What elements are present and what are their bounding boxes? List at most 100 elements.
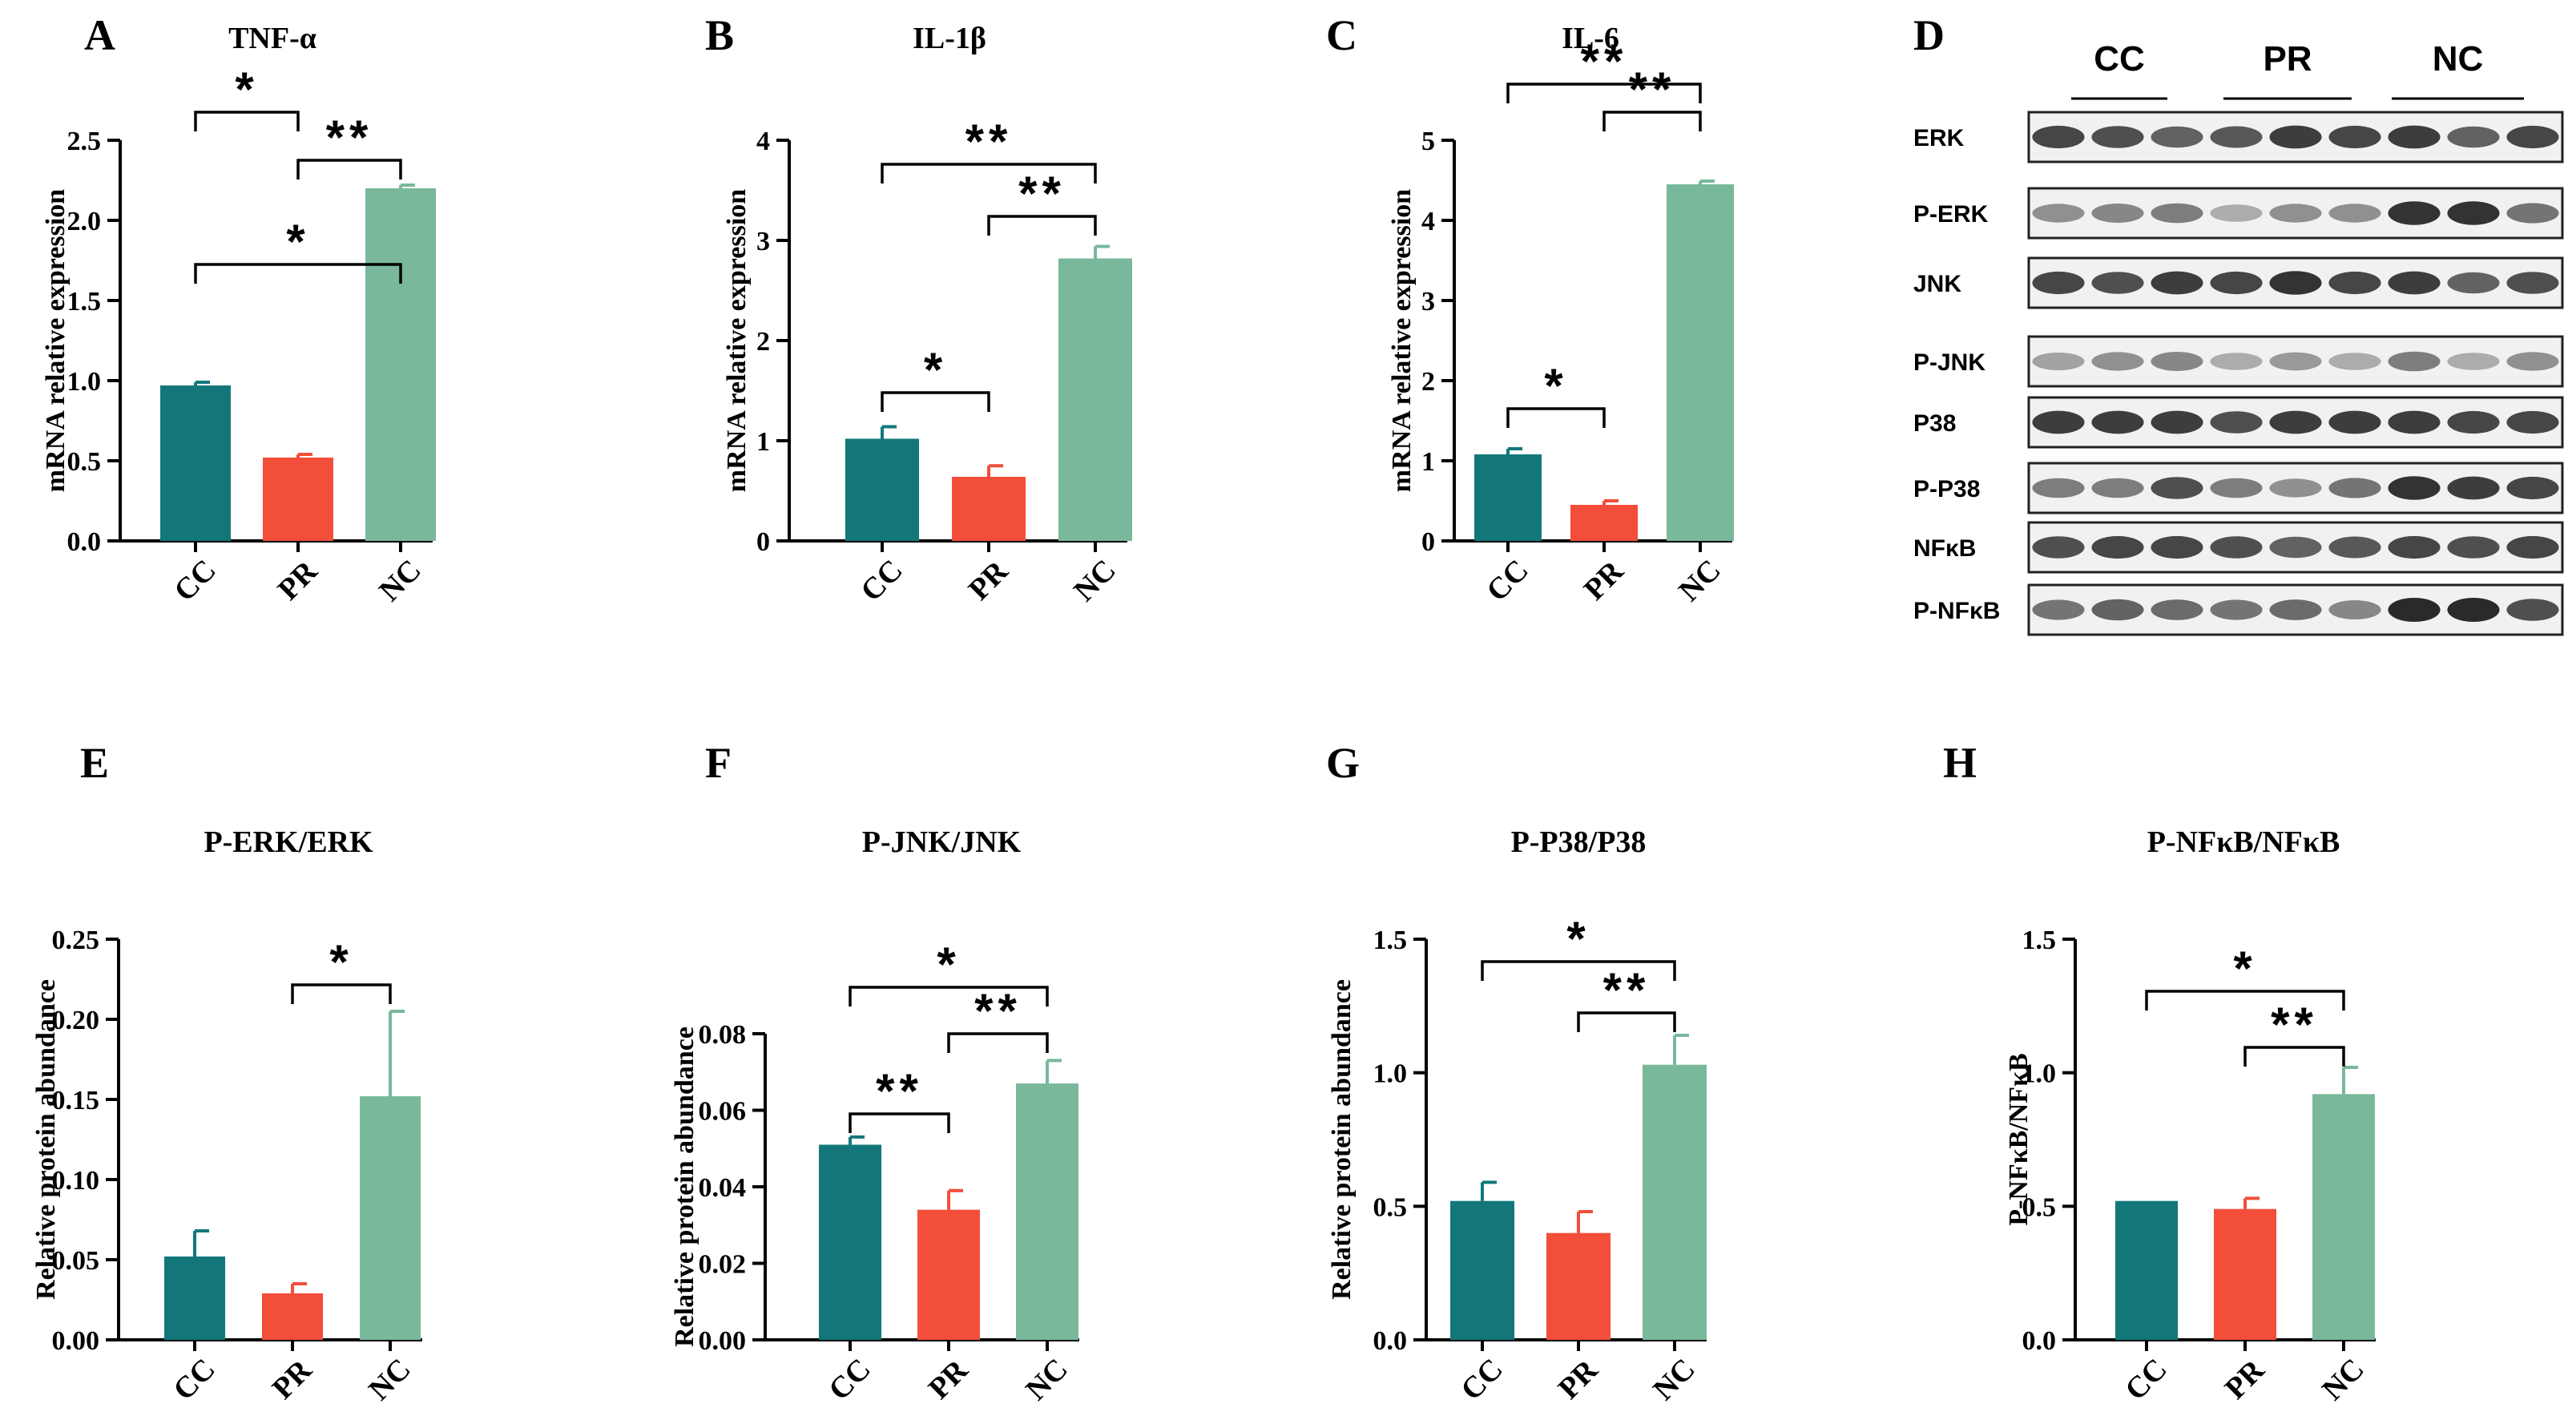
blot-band: [2032, 478, 2085, 498]
x-category-label: CC: [167, 1352, 222, 1407]
bar-charts: A TNF-α 0.0 0.5 1.0 1.5 2.0 2.5 mRNA relative ex…: [31, 11, 2376, 1407]
y-axis-label: Relative protein abundance: [31, 979, 61, 1300]
y-tick-label: 0.0: [2022, 1326, 2057, 1356]
chart-title: P-P38/P38: [1511, 825, 1647, 859]
bar-nc: [1016, 1083, 1078, 1340]
blot-band: [2091, 352, 2144, 371]
x-category-label: NC: [1067, 553, 1123, 608]
panel-label: B: [705, 11, 734, 59]
chart-panel-c: C IL-6 0 1 2 3 4 5 mRNA relative expression CC PR N…: [1326, 11, 1734, 608]
blot-band: [2328, 353, 2381, 370]
blot-band: [2388, 125, 2441, 149]
significance-marker: *: [1566, 912, 1590, 966]
blot-band: [2091, 126, 2144, 148]
blot-band: [2388, 351, 2441, 372]
significance-marker: **: [965, 115, 1013, 168]
blot-band: [2091, 272, 2144, 294]
bar-nc: [365, 188, 436, 541]
blot-band: [2388, 598, 2441, 622]
blot-band: [2210, 536, 2263, 559]
y-tick-label: 0.00: [699, 1326, 747, 1356]
y-axis-label: Relative protein abundance: [670, 1027, 699, 1347]
x-category-label: PR: [272, 554, 325, 607]
bar-cc: [160, 385, 231, 541]
significance-bracket: [849, 1112, 950, 1133]
x-category-label: PR: [2219, 1353, 2272, 1406]
x-category-label: PR: [962, 554, 1015, 607]
y-tick-label: 1.5: [2022, 926, 2057, 955]
blot-band: [2269, 536, 2322, 559]
y-axis-label: mRNA relative expression: [1387, 189, 1417, 492]
blot-band: [2388, 476, 2441, 500]
chart-panel-a: A TNF-α 0.0 0.5 1.0 1.5 2.0 2.5 mRNA relative ex…: [41, 11, 436, 608]
significance-bracket: [194, 263, 402, 284]
x-category-label: PR: [266, 1353, 319, 1406]
x-category-label: NC: [373, 553, 428, 608]
blot-row-label: P-JNK: [1913, 349, 1985, 376]
blot-band: [2506, 476, 2559, 500]
blot-row: P-P38: [1913, 462, 2564, 514]
blot-band: [2210, 599, 2263, 620]
x-category-label: CC: [822, 1352, 877, 1407]
y-tick-label: 0.5: [2022, 1192, 2057, 1222]
blot-band: [2506, 535, 2559, 559]
blot-band: [2151, 477, 2203, 499]
bar-cc: [2115, 1200, 2178, 1340]
blot-group-label: NC: [2433, 39, 2484, 79]
x-category-label: NC: [1647, 1352, 1702, 1407]
blot-band: [2328, 410, 2381, 434]
blot-band: [2210, 353, 2263, 370]
y-tick-label: 4: [756, 127, 770, 156]
blot-band: [2447, 536, 2500, 559]
bar-nc: [1667, 184, 1734, 541]
bar-nc: [1058, 258, 1132, 541]
x-category-label: CC: [1454, 1352, 1510, 1407]
y-tick-label: 1: [756, 427, 770, 457]
x-category-label: CC: [167, 553, 223, 608]
blot-row-label: P-ERK: [1913, 201, 1989, 228]
bar-nc: [2312, 1094, 2375, 1340]
blot-group-label: PR: [2263, 39, 2312, 79]
blot-band: [2210, 478, 2263, 498]
significance-bracket: [1602, 111, 1702, 131]
significance-bracket: [2243, 1046, 2345, 1067]
blot-band: [2506, 410, 2559, 434]
y-tick-label: 4: [1421, 207, 1435, 236]
y-tick-label: 0.25: [52, 926, 100, 955]
bar-pr: [1570, 505, 1638, 541]
y-tick-label: 0.04: [699, 1173, 747, 1203]
blot-row-label: P38: [1913, 410, 1956, 437]
significance-bracket: [881, 163, 1097, 184]
blot-band: [2091, 535, 2144, 559]
significance-bracket: [849, 986, 1049, 1006]
significance-marker: **: [1018, 167, 1066, 220]
blot-band: [2269, 478, 2322, 498]
bar-pr: [2214, 1208, 2276, 1340]
blot-band: [2269, 271, 2322, 295]
blot-group-label: CC: [2094, 39, 2145, 79]
blot-band: [2151, 535, 2203, 559]
significance-bracket: [987, 215, 1097, 236]
significance-bracket: [947, 1032, 1049, 1053]
y-tick-label: 5: [1421, 127, 1435, 156]
blot-row: JNK: [1913, 256, 2564, 309]
blot-band: [2447, 201, 2500, 225]
blot-band: [2506, 203, 2559, 224]
chart-title: IL-6: [1562, 22, 1619, 55]
blot-band: [2091, 410, 2144, 434]
y-axis-label: mRNA relative expression: [722, 189, 752, 492]
y-tick-label: 2.5: [67, 127, 102, 156]
y-tick-label: 1.0: [67, 367, 102, 397]
blot-row: P38: [1913, 396, 2564, 449]
blot-band: [2506, 125, 2559, 149]
y-tick-label: 0: [756, 527, 770, 557]
y-tick-label: 0: [1421, 527, 1435, 557]
significance-marker: *: [1544, 359, 1567, 413]
significance-marker: *: [235, 63, 258, 116]
x-category-label: NC: [362, 1352, 417, 1407]
bar-cc: [1474, 454, 1542, 541]
blot-band: [2447, 353, 2500, 370]
panel-label: C: [1326, 11, 1357, 59]
y-tick-label: 2.0: [67, 207, 102, 236]
